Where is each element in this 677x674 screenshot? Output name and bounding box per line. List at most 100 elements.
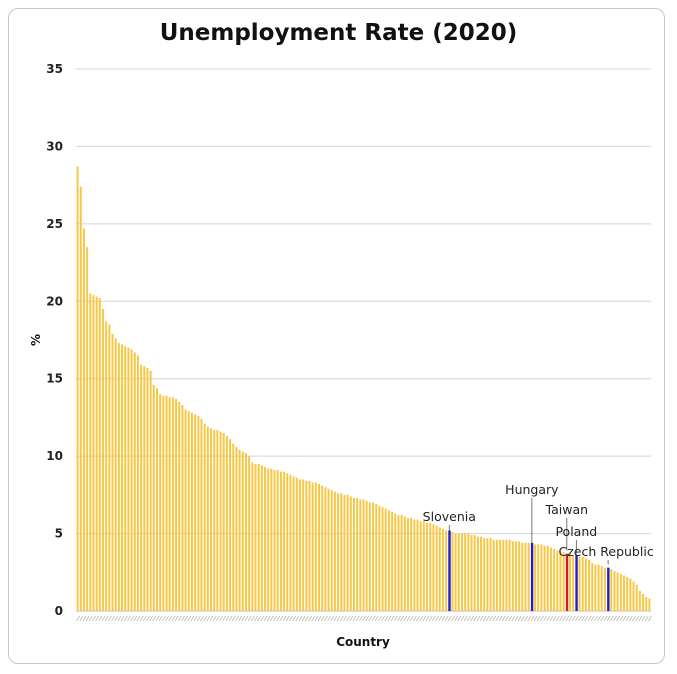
- bar: [556, 550, 559, 611]
- bar: [549, 547, 552, 611]
- bar: [454, 533, 457, 611]
- x-tick-label: [232, 615, 236, 622]
- x-tick-label: [200, 615, 204, 622]
- bar: [165, 395, 168, 611]
- y-tick-label: 0: [55, 604, 63, 618]
- x-tick-label: [625, 615, 630, 622]
- x-tick-label: [454, 615, 458, 622]
- x-tick-label: [521, 615, 525, 622]
- x-tick-label: [333, 615, 338, 622]
- x-tick-label: [85, 615, 90, 622]
- y-tick-label: 20: [46, 294, 63, 308]
- x-tick-label: [266, 615, 271, 622]
- bar: [283, 471, 286, 611]
- bar: [229, 439, 232, 611]
- x-tick-label: [460, 615, 465, 622]
- x-tick-label: [505, 615, 509, 622]
- bar: [343, 494, 346, 611]
- bar: [346, 494, 349, 611]
- x-tick-label: [330, 615, 335, 622]
- bar: [133, 352, 136, 611]
- x-tick-label: [171, 615, 176, 622]
- bar: [92, 295, 95, 611]
- x-tick-label: [79, 615, 84, 622]
- bar: [244, 453, 247, 611]
- grid-lines: [76, 68, 651, 612]
- x-tick-label: [301, 615, 306, 622]
- bar: [464, 533, 467, 611]
- bar: [264, 466, 267, 611]
- bar: [305, 480, 308, 611]
- x-tick-label: [610, 615, 614, 622]
- bar: [375, 504, 378, 611]
- chart-card: [8, 8, 665, 664]
- y-tick-label: 5: [55, 527, 63, 541]
- bar: [127, 347, 130, 611]
- x-tick-label: [320, 615, 325, 622]
- bar: [406, 518, 409, 611]
- x-tick-label: [552, 615, 557, 622]
- x-tick-label: [76, 615, 80, 622]
- chart-title: Unemployment Rate (2020): [159, 20, 518, 46]
- x-tick-label: [260, 615, 265, 622]
- bar: [327, 488, 330, 611]
- x-tick-label: [476, 615, 481, 622]
- x-tick-label: [311, 615, 315, 622]
- y-tick-label: 25: [46, 217, 63, 231]
- x-tick-label: [587, 615, 592, 622]
- bar: [543, 545, 546, 611]
- x-tick-label: [362, 615, 366, 622]
- annotation-czech-republic: Czech Republic: [559, 544, 654, 559]
- bar: [184, 409, 187, 611]
- x-tick-label: [527, 615, 531, 622]
- bar: [146, 367, 149, 611]
- x-tick-label: [524, 615, 528, 622]
- x-tick-label: [117, 615, 122, 622]
- bar-taiwan: [565, 553, 569, 611]
- bar: [324, 487, 327, 611]
- bar: [492, 539, 495, 611]
- x-tick-label: [352, 615, 357, 622]
- bar: [98, 298, 101, 611]
- x-tick-label: [511, 615, 516, 622]
- bar: [460, 533, 463, 611]
- x-tick-label: [387, 615, 392, 622]
- x-tick-label: [536, 615, 541, 622]
- bar: [321, 485, 324, 611]
- bar: [384, 508, 387, 611]
- x-tick-label: [273, 615, 277, 622]
- annotations: Slovenia Hungary Taiwan Poland Czech Republi…: [423, 482, 654, 565]
- bar: [626, 576, 629, 611]
- x-tick-label: [298, 615, 303, 622]
- bar: [181, 405, 184, 611]
- bar: [257, 463, 260, 611]
- bar: [562, 552, 565, 611]
- x-tick-label: [378, 615, 382, 622]
- x-tick-label: [622, 615, 627, 622]
- x-tick-label: [359, 615, 363, 622]
- x-tick-label: [149, 615, 153, 622]
- bar: [578, 556, 581, 611]
- bar: [495, 539, 498, 611]
- bar-czech-republic: [607, 567, 610, 611]
- x-tick-label: [190, 615, 195, 622]
- bar: [511, 541, 514, 611]
- bar: [206, 426, 209, 611]
- x-tick-label: [508, 615, 512, 622]
- bar: [588, 559, 591, 611]
- y-axis-ticks: 0 5 10 15 20 25 30 35: [46, 62, 63, 618]
- bar: [356, 497, 359, 611]
- x-tick-label: [178, 615, 182, 622]
- bar: [569, 553, 571, 611]
- x-tick-label: [365, 615, 369, 622]
- y-tick-label: 15: [46, 372, 63, 386]
- bar: [314, 482, 317, 611]
- bar: [635, 584, 638, 611]
- bar: [441, 528, 444, 611]
- x-tick-label: [632, 615, 636, 622]
- bar: [241, 451, 244, 611]
- x-tick-label: [435, 615, 439, 622]
- x-tick-label: [530, 615, 535, 622]
- x-tick-label: [556, 615, 560, 622]
